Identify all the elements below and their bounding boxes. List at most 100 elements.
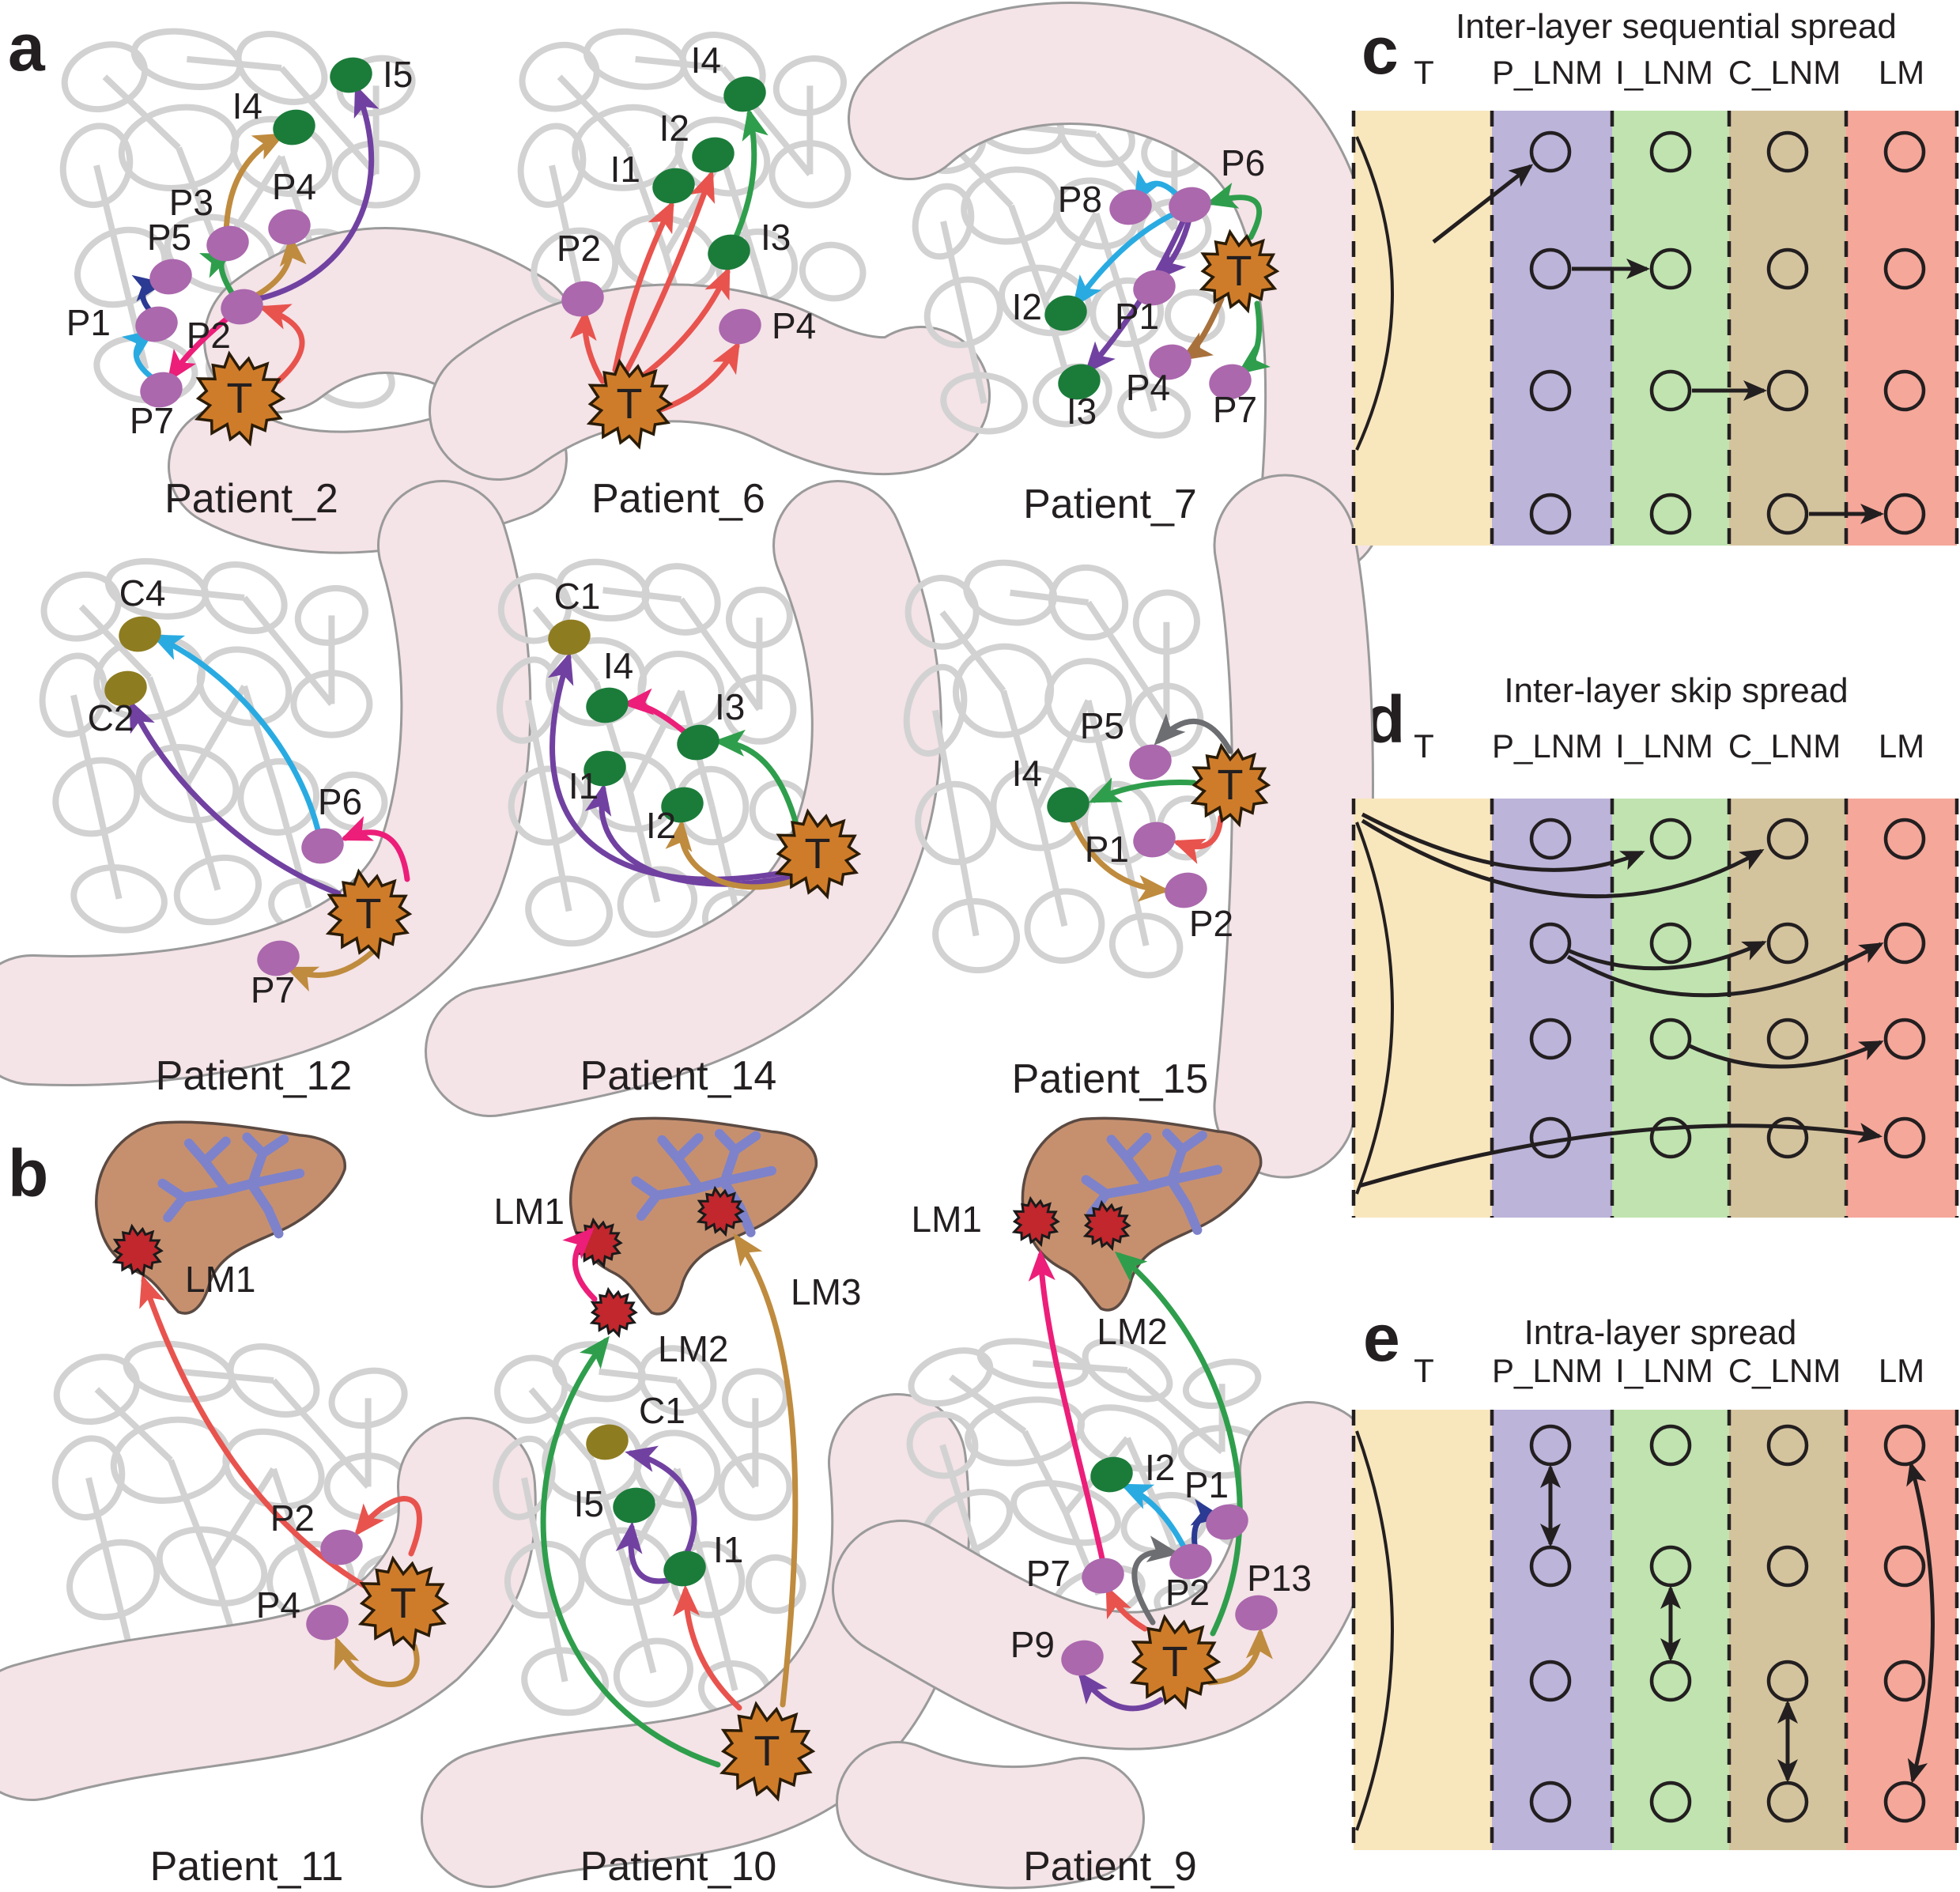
- spread-arrow-red: [353, 1496, 422, 1557]
- layer-band-P_LNM: [1492, 799, 1612, 1218]
- spread-arrow-green: [1114, 1251, 1243, 1637]
- layer-node-slot: [1883, 922, 1926, 965]
- layer-node-slot: [1766, 130, 1809, 173]
- node-label-P9: P9: [1010, 1624, 1055, 1665]
- node-label-I3: I3: [1067, 391, 1097, 432]
- node-I2: [692, 137, 735, 173]
- layer-node-slot: [1649, 818, 1692, 860]
- tumor-label: T: [227, 375, 253, 422]
- node-P3: [206, 225, 249, 262]
- spread-arrows: [540, 1227, 799, 1768]
- panel-letter-e: e: [1363, 1301, 1400, 1375]
- patient-caption: Patient_11: [150, 1844, 344, 1890]
- portal-vein-icon: [157, 1132, 305, 1239]
- node-P2: [221, 289, 263, 325]
- schematic-d: Inter-layer skip spread T P_LNM I_LNM C_LNM L…: [1351, 671, 1959, 1218]
- schematic-panels: Inter-layer sequential spread T P_LNM I_LNM…: [1351, 7, 1959, 1850]
- spread-arrow-tan: [285, 950, 375, 992]
- spread-arrow-cyan: [150, 634, 323, 840]
- layer-header-C_LNM: C_LNM: [1728, 54, 1841, 91]
- node-P2: [320, 1529, 363, 1565]
- layer-node-slot: [1766, 493, 1809, 535]
- node-P5: [1129, 744, 1172, 780]
- spread-arrow-green: [1088, 777, 1197, 803]
- layer-node-slot: [1649, 130, 1692, 173]
- tumor-label: T: [754, 1728, 780, 1775]
- node-label-I2: I2: [659, 108, 689, 149]
- layer-node-slot: [1766, 818, 1809, 860]
- node-label-P4: P4: [1126, 367, 1170, 408]
- tumor-T: [357, 1555, 450, 1652]
- node-P1: [1133, 270, 1176, 306]
- layer-band-I_LNM: [1612, 111, 1729, 546]
- layer-node-slot: [1766, 1545, 1809, 1588]
- panel-patient12: T C4 C2 P6 P7 Patient_12: [0, 480, 532, 1099]
- node-label-P3: P3: [169, 182, 213, 223]
- node-label-P7: P7: [1213, 389, 1257, 430]
- layer-node-slot: [1529, 1660, 1572, 1702]
- layer-band-C_LNM: [1729, 799, 1846, 1218]
- node-P1: [1133, 821, 1176, 858]
- layer-node-slot: [1766, 247, 1809, 290]
- node-label-I3: I3: [761, 217, 791, 258]
- node-label-I5: I5: [383, 54, 413, 95]
- layer-header-P_LNM: P_LNM: [1492, 727, 1603, 765]
- tumor-T: [719, 1701, 816, 1802]
- spread-arrow-purple: [615, 1521, 680, 1584]
- node-P2: [561, 281, 604, 317]
- spread-arrow-green: [1205, 183, 1262, 240]
- node-P8: [1109, 189, 1152, 225]
- layer-node-slot: [1649, 1116, 1692, 1159]
- tumor-label: T: [805, 830, 831, 878]
- layer-node-slot: [1766, 1781, 1809, 1823]
- liver-icon: [569, 1116, 818, 1339]
- node-label-I4: I4: [1012, 753, 1042, 794]
- node-label-I3: I3: [715, 686, 745, 727]
- node-label-I2: I2: [646, 805, 676, 846]
- node-label-P1: P1: [66, 302, 111, 343]
- patient-caption: Patient_14: [580, 1053, 777, 1099]
- node-label-P5: P5: [1080, 705, 1124, 746]
- liver-icon: [95, 1120, 346, 1315]
- layer-header-LM: LM: [1879, 1352, 1924, 1389]
- node-label-P1: P1: [1085, 829, 1129, 870]
- spread-arrow-red: [637, 266, 731, 381]
- colon-bg: [0, 480, 532, 1086]
- node-I1: [663, 1550, 706, 1587]
- layer-node-slot: [1529, 1018, 1572, 1060]
- mesentery-bg: [903, 559, 1218, 979]
- spread-arrow-green: [731, 108, 769, 245]
- node-label-P2: P2: [1165, 1572, 1210, 1613]
- spread-arrow-green: [713, 729, 800, 830]
- spread-arrow: [1432, 164, 1534, 244]
- layer-band-LM: [1846, 1410, 1957, 1850]
- schematic-title: Inter-layer skip spread: [1504, 671, 1848, 710]
- layer-node-slot: [1766, 1424, 1809, 1467]
- node-C4: [119, 616, 161, 652]
- node-label-P4: P4: [772, 305, 816, 346]
- layer-node-slot: [1883, 1781, 1926, 1823]
- tumor-label: T: [1226, 247, 1252, 295]
- layer-header-P_LNM: P_LNM: [1492, 54, 1603, 91]
- patient-caption: Patient_9: [1023, 1844, 1197, 1890]
- layer-node-slot: [1766, 922, 1809, 965]
- liver-icon: [1011, 1116, 1263, 1312]
- tumor-T: [325, 868, 413, 960]
- node-label-C2: C2: [88, 697, 134, 738]
- node-label-P1: P1: [1115, 296, 1159, 337]
- spread-arrow-purple: [1078, 1671, 1164, 1712]
- node-label-P7: P7: [251, 969, 295, 1010]
- node-label-I2: I2: [1012, 286, 1042, 327]
- node-label-I1: I1: [713, 1529, 743, 1570]
- node-P9: [1061, 1640, 1104, 1676]
- node-I1: [583, 750, 626, 787]
- node-LM1: [111, 1223, 164, 1278]
- panel-letter-c: c: [1361, 13, 1399, 88]
- patient-caption: Patient_6: [591, 476, 765, 522]
- node-I4: [273, 109, 315, 145]
- node-P7: [257, 940, 300, 976]
- node-P6: [301, 828, 344, 864]
- spread-arrow-red: [1172, 814, 1224, 864]
- spread-arrows: [129, 634, 410, 992]
